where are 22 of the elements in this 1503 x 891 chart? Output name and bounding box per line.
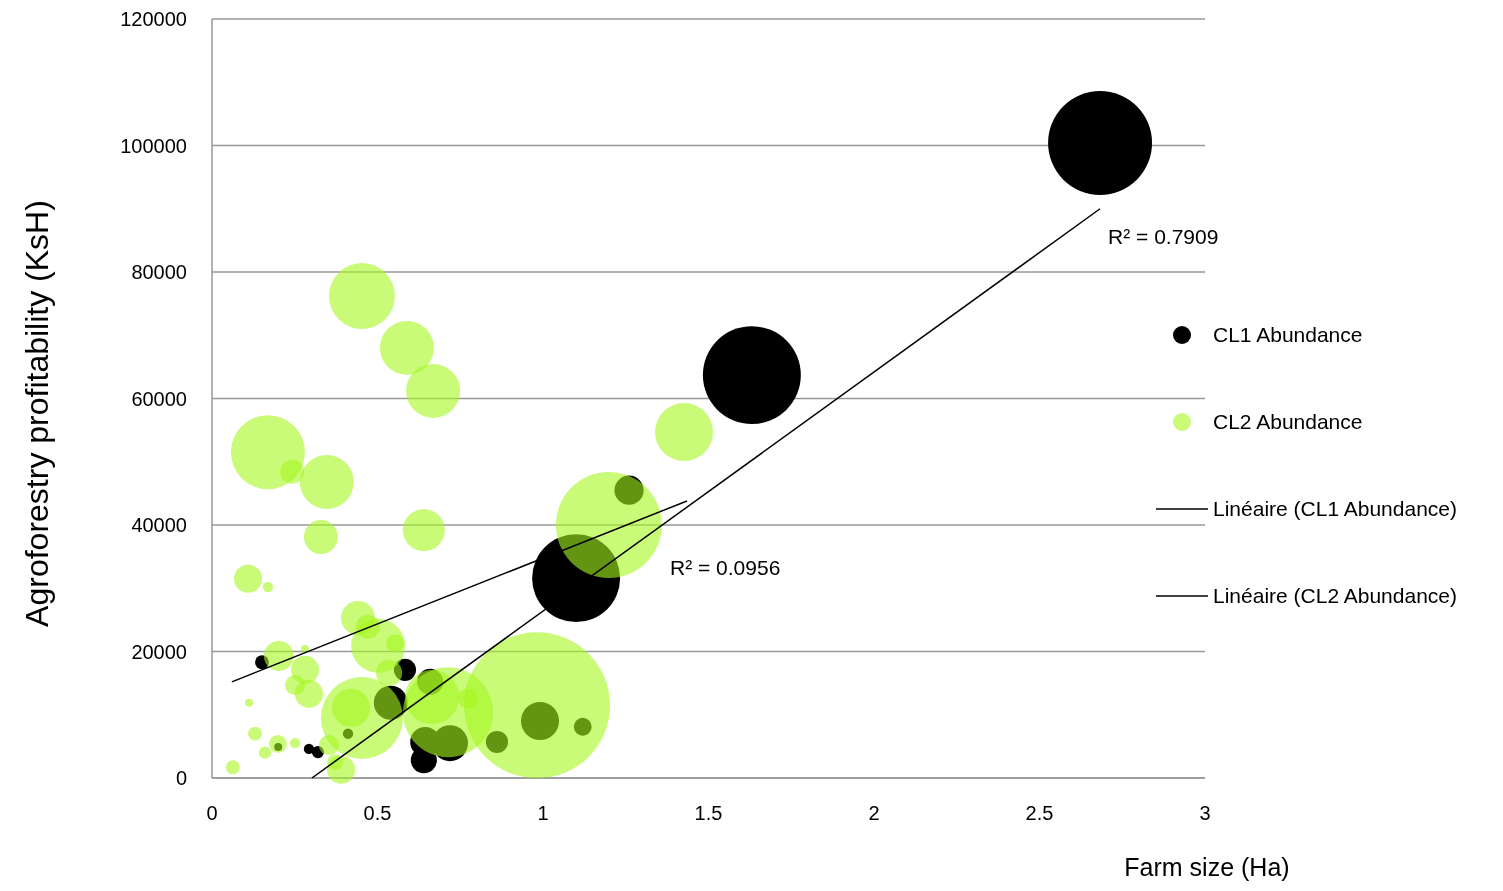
y-tick-label: 40000: [131, 514, 187, 536]
y-tick-label: 0: [175, 767, 187, 789]
x-tick-label: 2.5: [1025, 802, 1054, 824]
y-tick-label: 120000: [120, 8, 187, 30]
annotation: R² = 0.7909: [1108, 225, 1219, 249]
annotation: R² = 0.0956: [669, 556, 781, 580]
y-tick-label: 60000: [131, 387, 187, 410]
legend-label: Linéaire (CL1 Abundance): [1213, 497, 1458, 521]
y-tick-label: 20000: [131, 640, 187, 663]
x-tick-label: 2: [868, 802, 880, 824]
x-axis-title: Farm size (Ha): [1124, 853, 1290, 881]
x-tick-label: 0: [206, 802, 218, 824]
legend-label: CL1 Abundance: [1213, 323, 1363, 347]
x-tick-label: 0.5: [363, 802, 392, 824]
y-tick-label: 100000: [120, 134, 187, 157]
legend-label: CL2 Abundance: [1213, 410, 1363, 434]
legend-label: Linéaire (CL2 Abundance): [1213, 584, 1458, 608]
y-tick-label: 80000: [131, 261, 187, 283]
x-tick-label: 1: [537, 802, 549, 824]
y-axis-title: Agroforestry profitability (KsH): [19, 200, 55, 627]
x-tick-label: 1.5: [694, 802, 723, 824]
x-tick-label: 3: [1199, 802, 1211, 824]
